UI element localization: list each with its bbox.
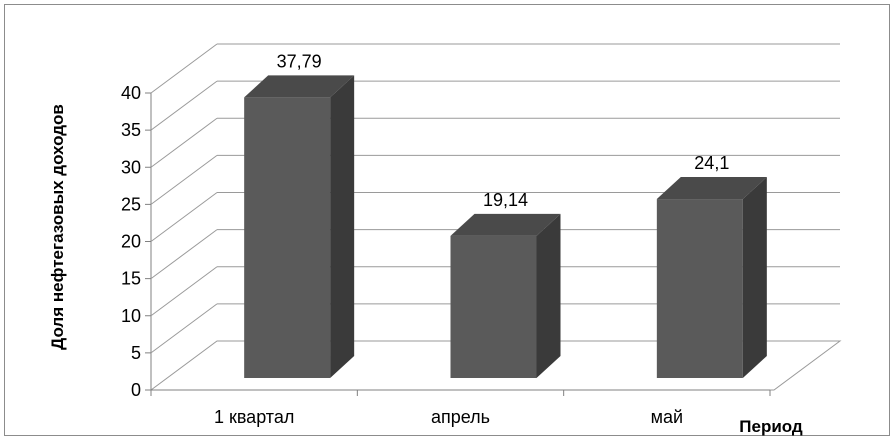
category-label: 1 квартал — [214, 407, 294, 427]
y-axis-ticks: 0 5 10 15 20 25 30 35 40 — [121, 83, 151, 400]
data-labels: 37,79 19,14 24,1 — [277, 51, 730, 209]
y-tick-label: 25 — [121, 194, 141, 214]
bar-side — [330, 75, 355, 379]
y-tick-label: 40 — [121, 83, 141, 103]
x-axis-categories: 1 квартал апрель май — [150, 389, 771, 427]
bar-front — [656, 199, 743, 378]
data-label: 37,79 — [277, 51, 322, 71]
y-tick-label: 20 — [121, 232, 141, 252]
gridline-side — [150, 192, 218, 242]
bar-top — [656, 177, 767, 200]
y-axis-title: Доля нефтегазовых доходов — [48, 104, 67, 350]
y-tick-label: 5 — [131, 343, 141, 363]
chart-frame: 0 5 10 15 20 25 30 35 40 37,79 19,14 24,1 1 кварта… — [4, 4, 890, 436]
gridline-side — [150, 154, 218, 205]
bar-side — [536, 213, 561, 378]
bars — [244, 75, 767, 379]
gridline-side — [150, 43, 218, 94]
gridline-side — [150, 266, 218, 317]
y-tick-label: 30 — [121, 157, 141, 177]
y-tick-label: 0 — [131, 380, 141, 400]
y-tick-label: 10 — [121, 306, 141, 326]
data-label: 24,1 — [694, 153, 729, 173]
y-tick-label: 15 — [121, 269, 141, 289]
gridline-side — [150, 229, 218, 280]
gridline-side — [150, 117, 218, 168]
bar-top — [450, 213, 561, 236]
category-label: апрель — [431, 407, 490, 427]
category-label: май — [651, 407, 683, 427]
bar-chart-3d: 0 5 10 15 20 25 30 35 40 37,79 19,14 24,1 1 кварта… — [48, 43, 842, 436]
bar-side — [742, 177, 767, 378]
bar-front — [244, 97, 331, 379]
gridline-side — [150, 303, 218, 354]
y-tick-label: 35 — [121, 120, 141, 140]
bar-front — [450, 235, 537, 378]
x-axis-title: Период — [739, 417, 803, 436]
gridline-side — [150, 80, 218, 131]
data-label: 19,14 — [483, 190, 528, 210]
bar-top — [244, 75, 355, 98]
